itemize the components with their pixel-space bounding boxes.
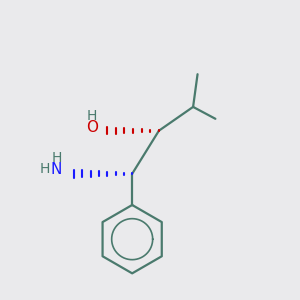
Text: H: H [40,162,50,176]
Text: H: H [51,151,62,165]
Text: H: H [87,110,97,123]
Text: O: O [86,120,98,135]
Text: N: N [51,162,62,177]
